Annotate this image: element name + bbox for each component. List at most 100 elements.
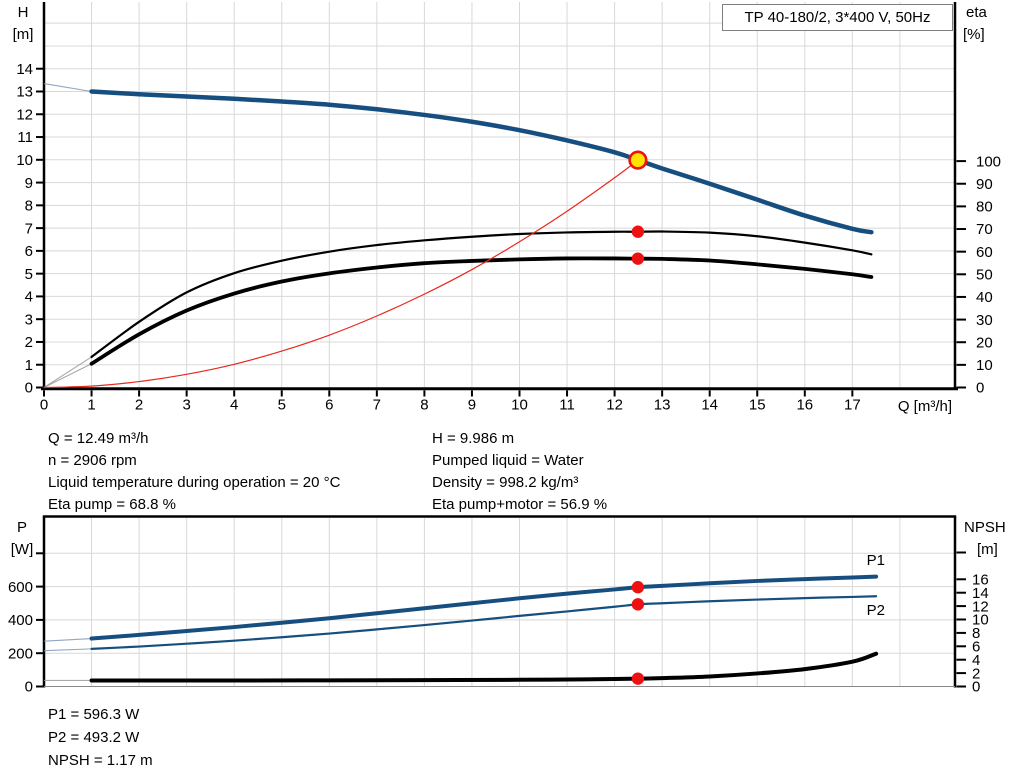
tick-label: 60	[976, 244, 993, 261]
tick-label: 8	[972, 625, 980, 642]
tick-label: 400	[8, 612, 33, 629]
tick-label: 7	[25, 220, 33, 237]
tick-label: 9	[468, 397, 476, 414]
system-curve	[43, 159, 639, 389]
tick-label: 13	[16, 84, 33, 101]
p2-curve-label: P2	[867, 602, 885, 619]
tick-label: 8	[25, 198, 33, 215]
info-line-npsh: NPSH = 1.17 m	[48, 752, 153, 769]
tick-label: 11	[17, 129, 33, 146]
tick-label: 4	[972, 652, 980, 669]
p1-point	[631, 581, 645, 594]
tick-label: 2	[972, 665, 980, 682]
tick-label: 100	[976, 153, 1001, 170]
q-axis-label: Q [m³/h]	[897, 398, 952, 415]
eta-pump-motor-point	[631, 252, 645, 265]
eta-axis-unit: [%]	[963, 26, 985, 43]
p-axis-unit: [W]	[10, 541, 34, 558]
tick-label: 0	[25, 679, 33, 696]
h-axis-unit: [m]	[12, 26, 34, 43]
eta-pump-motor-curve	[89, 256, 874, 366]
tick-label: 30	[976, 312, 993, 329]
duty-info-right: H = 9.986 m Pumped liquid = Water Densit…	[432, 428, 607, 516]
tick-label: 5	[278, 397, 286, 414]
eta-pump-curve-lead-in	[43, 356, 92, 388]
info-line-q: Q = 12.49 m³/h	[48, 430, 149, 447]
tick-label: 9	[25, 175, 33, 192]
tick-label: 80	[976, 199, 993, 216]
p1-curve	[89, 574, 879, 641]
info-line-p2: P2 = 493.2 W	[48, 729, 140, 746]
tick-label: 14	[701, 397, 718, 414]
tick-label: 14	[972, 585, 989, 602]
tick-label: 600	[8, 579, 33, 596]
tick-label: 2	[135, 397, 143, 414]
p-axis-label: P	[16, 519, 27, 536]
npsh-curve	[89, 651, 879, 683]
p1-curve-label: P1	[867, 552, 885, 569]
tick-label: 10	[976, 357, 993, 374]
info-line-n: n = 2906 rpm	[48, 452, 137, 469]
npsh-axis-unit: [m]	[977, 541, 998, 558]
power-info: P1 = 596.3 W P2 = 493.2 W NPSH = 1.17 m	[48, 703, 153, 772]
tick-label: 6	[972, 639, 980, 656]
tick-label: 12	[972, 598, 989, 615]
tick-label: 20	[976, 334, 993, 351]
tick-label: 50	[976, 267, 993, 284]
p2-curve-lead-in	[43, 648, 92, 652]
info-line-temp: Liquid temperature during operation = 20…	[48, 474, 341, 491]
tick-label: 16	[972, 572, 989, 589]
tick-label: 0	[25, 380, 33, 397]
tick-label: 4	[230, 397, 238, 414]
tick-label: 0	[40, 397, 48, 414]
npsh-point	[631, 672, 645, 685]
eta-pump-curve	[90, 230, 873, 359]
tick-label: 13	[654, 397, 671, 414]
tick-label: 12	[606, 397, 623, 414]
tick-label: 7	[373, 397, 381, 414]
pump-type-title-box: TP 40-180/2, 3*400 V, 50Hz	[722, 4, 953, 31]
info-line-h: H = 9.986 m	[432, 430, 515, 447]
p1-curve-lead-in	[43, 637, 92, 642]
tick-label: 10	[16, 152, 33, 169]
tick-label: 16	[796, 397, 813, 414]
info-line-density: Density = 998.2 kg/m³	[432, 474, 579, 491]
tick-label: 40	[976, 289, 993, 306]
tick-label: 12	[16, 106, 33, 123]
h-axis-label: H	[17, 4, 29, 21]
tick-label: 1	[25, 357, 33, 374]
head-curve	[89, 89, 874, 235]
tick-label: 11	[559, 397, 575, 414]
tick-label: 10	[972, 612, 989, 629]
tick-label: 4	[25, 289, 33, 306]
tick-label: 70	[976, 221, 993, 238]
tick-label: 8	[420, 397, 428, 414]
tick-label: 6	[325, 397, 333, 414]
info-line-p1: P1 = 596.3 W	[48, 706, 140, 723]
info-line-eta-pm: Eta pump+motor = 56.9 %	[432, 496, 608, 513]
duty-point[interactable]	[628, 150, 648, 170]
info-line-liquid: Pumped liquid = Water	[432, 452, 584, 469]
tick-label: 90	[976, 176, 993, 193]
tick-label: 0	[976, 380, 984, 397]
eta-axis-label: eta	[966, 4, 987, 21]
tick-label: 14	[16, 61, 33, 78]
tick-label: 3	[25, 311, 33, 328]
tick-label: 1	[87, 397, 95, 414]
tick-label: 200	[8, 645, 33, 662]
npsh-axis-label: NPSH	[964, 519, 1006, 536]
eta-pump-point	[631, 225, 645, 238]
tick-label: 2	[25, 334, 33, 351]
tick-label: 10	[511, 397, 528, 414]
tick-label: 15	[749, 397, 766, 414]
tick-label: 3	[182, 397, 190, 414]
p2-point	[631, 598, 645, 611]
duty-info-left: Q = 12.49 m³/h n = 2906 rpm Liquid tempe…	[48, 428, 340, 516]
eta-pump-motor-curve-lead-in	[43, 363, 92, 388]
tick-label: 5	[25, 266, 33, 283]
info-line-eta-pump: Eta pump = 68.8 %	[48, 496, 176, 513]
tick-label: 6	[25, 243, 33, 260]
tick-label: 0	[972, 679, 980, 696]
